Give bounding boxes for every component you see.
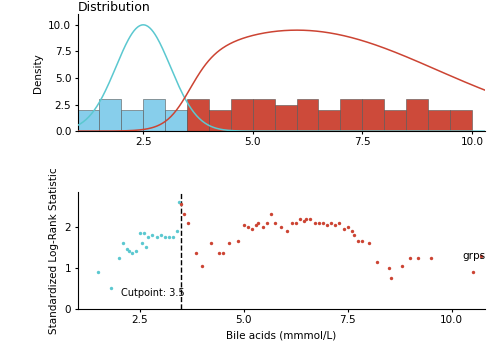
Bar [384,110,406,131]
Point [358,238,366,244]
Text: Distribution: Distribution [78,1,150,14]
Text: grps: grps [462,251,485,261]
Point [284,228,292,234]
Point [94,269,102,275]
Point [140,230,148,236]
Point [364,240,372,246]
Bar [187,99,209,131]
Bar [406,99,428,131]
Point [144,234,152,240]
Point [262,220,270,225]
Point [340,226,347,232]
Point [267,212,275,217]
Bar [340,99,362,131]
Point [292,220,300,225]
Bar [318,110,340,131]
Point [323,222,331,228]
Point [132,248,140,254]
Point [427,255,435,261]
Point [138,240,146,246]
Point [310,220,318,225]
Point [126,248,134,254]
Point [148,232,156,238]
Point [226,240,234,246]
Point [398,263,406,269]
Point [300,218,308,224]
Point [192,251,200,256]
Bar [78,110,100,131]
Bar [362,99,384,131]
Point [327,220,335,225]
Point [306,216,314,222]
Y-axis label: Standardized Log-Rank Statistic: Standardized Log-Rank Statistic [49,167,59,334]
Point [332,222,340,228]
Bar [428,110,450,131]
Point [414,255,422,261]
Point [350,232,358,238]
Point [142,245,150,250]
Point [152,234,160,240]
Bar [231,99,253,131]
Point [234,238,241,244]
Point [215,251,223,256]
Point [373,259,381,264]
Point [277,224,285,230]
Point [252,222,260,228]
Bar [187,110,209,131]
Bar [209,110,231,131]
Point [477,253,485,258]
Point [240,222,248,228]
Bar [274,105,296,131]
Point [271,220,279,225]
Point [184,220,192,225]
Bar [253,99,274,131]
Point [206,240,214,246]
Point [169,234,177,240]
Point [258,224,266,230]
Point [107,285,115,291]
Bar [122,110,143,131]
Point [156,232,164,238]
Point [124,246,132,252]
Point [198,263,206,269]
Point [219,251,227,256]
Point [254,220,262,225]
Point [136,230,144,236]
Point [161,234,169,240]
X-axis label: Bile acids (mmmol/L): Bile acids (mmmol/L) [226,331,336,341]
Point [319,220,327,225]
Point [388,275,396,281]
Point [344,224,352,230]
Point [178,201,186,207]
Point [468,269,476,275]
Bar [165,110,187,131]
Point [244,224,252,230]
Y-axis label: Density: Density [32,53,42,93]
Point [296,216,304,222]
Point [115,255,123,261]
Point [176,200,184,205]
Point [174,228,182,234]
Point [336,220,344,225]
Point [406,255,414,261]
Bar [100,99,122,131]
Point [128,251,136,256]
Bar [296,99,318,131]
Point [119,240,127,246]
Point [348,228,356,234]
Point [248,226,256,232]
Point [386,265,394,271]
Text: Cutpoint: 3.5: Cutpoint: 3.5 [120,288,184,297]
Point [165,234,173,240]
Bar [143,99,165,131]
Point [314,220,322,225]
Point [180,212,188,217]
Point [302,216,310,222]
Bar [450,110,472,131]
Point [288,220,296,225]
Point [354,238,362,244]
